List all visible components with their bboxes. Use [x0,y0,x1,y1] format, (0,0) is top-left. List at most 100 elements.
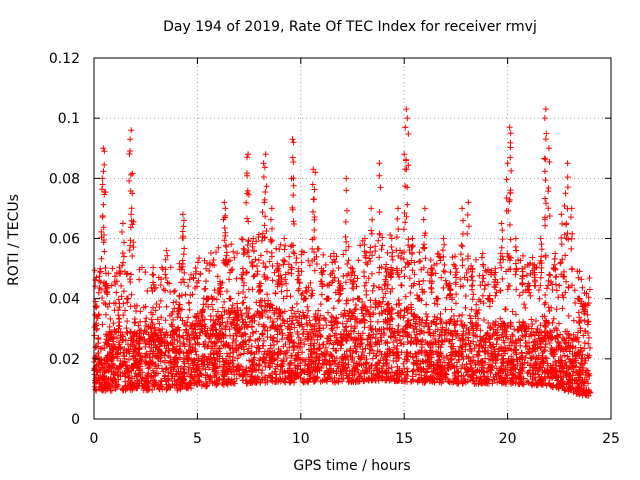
scatter-point [101,381,108,388]
scatter-point [487,369,494,376]
scatter-point [95,289,102,296]
scatter-point [277,241,284,248]
spike-point [269,263,276,270]
scatter-point [477,379,484,386]
scatter-point [133,308,140,315]
scatter-point [223,340,230,347]
scatter-point [185,384,192,391]
spike-point [245,238,252,245]
scatter-point [445,338,452,345]
scatter-point [523,339,530,346]
scatter-point [119,361,126,368]
scatter-point [295,354,302,361]
scatter-point [99,321,106,328]
scatter-point [495,348,502,355]
scatter-point [285,332,292,339]
scatter-point [149,377,156,384]
scatter-point [285,261,292,268]
scatter-point [228,305,235,312]
scatter-point [520,322,527,329]
scatter-point [375,237,382,244]
scatter-point [253,263,260,269]
scatter-point [243,310,250,317]
spike-point [311,186,318,193]
scatter-point [264,274,271,281]
scatter-point [272,378,279,385]
scatter-point [365,275,372,282]
spike-point [473,320,480,327]
scatter-point [213,296,220,303]
scatter-point [265,297,272,304]
scatter-point [277,322,284,329]
scatter-point [551,327,558,334]
scatter-point [387,333,394,340]
scatter-point [464,276,471,283]
spike-point [542,253,549,260]
spike-point [198,325,205,332]
scatter-point [423,369,430,376]
scatter-point [147,373,154,380]
spike-point [401,210,408,217]
spike-point [244,154,251,161]
spike-point [428,265,435,272]
scatter-point [448,306,455,313]
spike-point [261,199,268,206]
scatter-point [492,357,499,364]
scatter-point [415,278,422,285]
scatter-point [348,367,355,374]
scatter-point [401,365,408,372]
scatter-point [225,359,232,366]
scatter-point [377,334,384,341]
scatter-point [405,317,412,324]
scatter-point [379,286,386,293]
scatter-point [409,373,416,380]
spike-point [158,331,165,338]
scatter-point [208,301,215,308]
spike-point [221,225,228,232]
scatter-point [209,366,216,373]
scatter-point [197,329,204,336]
spike-point [551,261,558,268]
spike-point [240,282,247,289]
scatter-point [320,251,327,258]
scatter-point [413,331,420,338]
scatter-point [575,274,582,281]
spike-point [447,290,454,297]
spike-point [546,158,553,165]
scatter-point [193,363,200,370]
spike-point [203,295,210,302]
spike-point [131,319,138,326]
spike-point [148,316,155,323]
scatter-point [322,344,329,351]
scatter-point [325,282,332,289]
spike-point [211,340,218,347]
scatter-point [497,287,504,294]
scatter-point [291,250,298,257]
spike-point [120,239,127,246]
scatter-point [230,248,237,255]
spike-point [311,226,318,233]
scatter-point [329,353,336,360]
scatter-point [517,337,524,344]
scatter-point [522,333,529,340]
spike-point [465,223,472,230]
spike-point [136,346,143,353]
scatter-point [280,317,287,324]
scatter-point [259,309,266,316]
scatter-point [251,272,258,279]
scatter-point [436,379,443,386]
scatter-point [443,354,450,361]
scatter-point [316,317,323,324]
scatter-point [295,334,302,341]
scatter-point [310,360,317,367]
spike-point [99,175,106,182]
scatter-point [549,286,556,293]
scatter-point [426,361,433,368]
scatter-point [402,378,409,385]
scatter-point [106,300,113,307]
scatter-point [420,366,427,373]
spike-point [388,273,395,280]
scatter-point [379,242,386,249]
spike-point [164,252,171,259]
